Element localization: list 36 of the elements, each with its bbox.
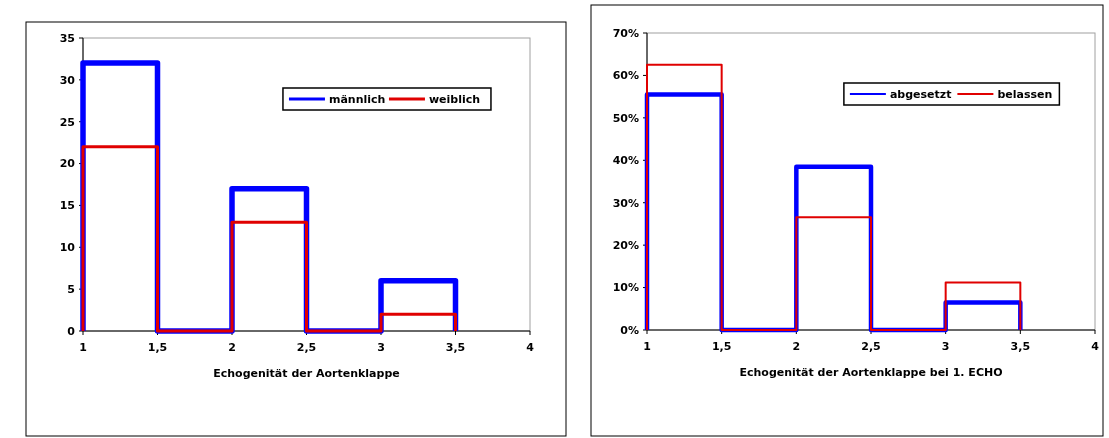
legend-label: weiblich — [428, 92, 481, 106]
y-tick-label: 50% — [612, 111, 639, 125]
x-tick-label: 3 — [941, 340, 950, 353]
y-tick-label: 25 — [59, 115, 75, 129]
y-tick-label: 5 — [67, 282, 75, 296]
y-tick-label: 10% — [612, 281, 639, 295]
y-tick-label: 15 — [59, 199, 75, 213]
x-tick-label: 1 — [79, 341, 87, 354]
x-tick-label: 3,5 — [1010, 340, 1031, 353]
y-tick-label: 20% — [612, 238, 639, 252]
x-tick-label: 4 — [526, 341, 535, 354]
x-tick-label: 1,5 — [147, 341, 168, 354]
y-tick-label: 40% — [612, 154, 639, 168]
x-tick-label: 1,5 — [711, 340, 732, 353]
x-tick-label: 2 — [228, 341, 236, 354]
legend-label: abgesetzt — [889, 87, 952, 101]
x-tick-label: 3,5 — [445, 341, 466, 354]
y-tick-label: 60% — [612, 69, 639, 83]
x-tick-label: 2,5 — [296, 341, 317, 354]
x-axis-title: Echogenität der Aortenklappe bei 1. ECHO — [739, 366, 1003, 379]
y-tick-label: 20 — [59, 157, 76, 171]
y-tick-label: 30% — [612, 196, 639, 210]
y-tick-label: 35 — [59, 31, 75, 45]
x-tick-label: 4 — [1091, 340, 1100, 353]
y-tick-label: 10 — [59, 241, 76, 255]
x-tick-label: 2,5 — [861, 340, 881, 353]
x-tick-label: 2 — [792, 340, 801, 353]
y-tick-label: 0% — [620, 323, 639, 337]
y-tick-label: 30 — [59, 73, 76, 87]
legend-label: belassen — [997, 87, 1053, 101]
y-tick-label: 0 — [67, 324, 76, 338]
y-tick-label: 70% — [612, 26, 639, 40]
x-tick-label: 1 — [643, 340, 651, 353]
legend-label: männlich — [328, 92, 386, 106]
x-tick-label: 3 — [377, 341, 385, 354]
x-axis-title: Echogenität der Aortenklappe — [213, 367, 400, 380]
